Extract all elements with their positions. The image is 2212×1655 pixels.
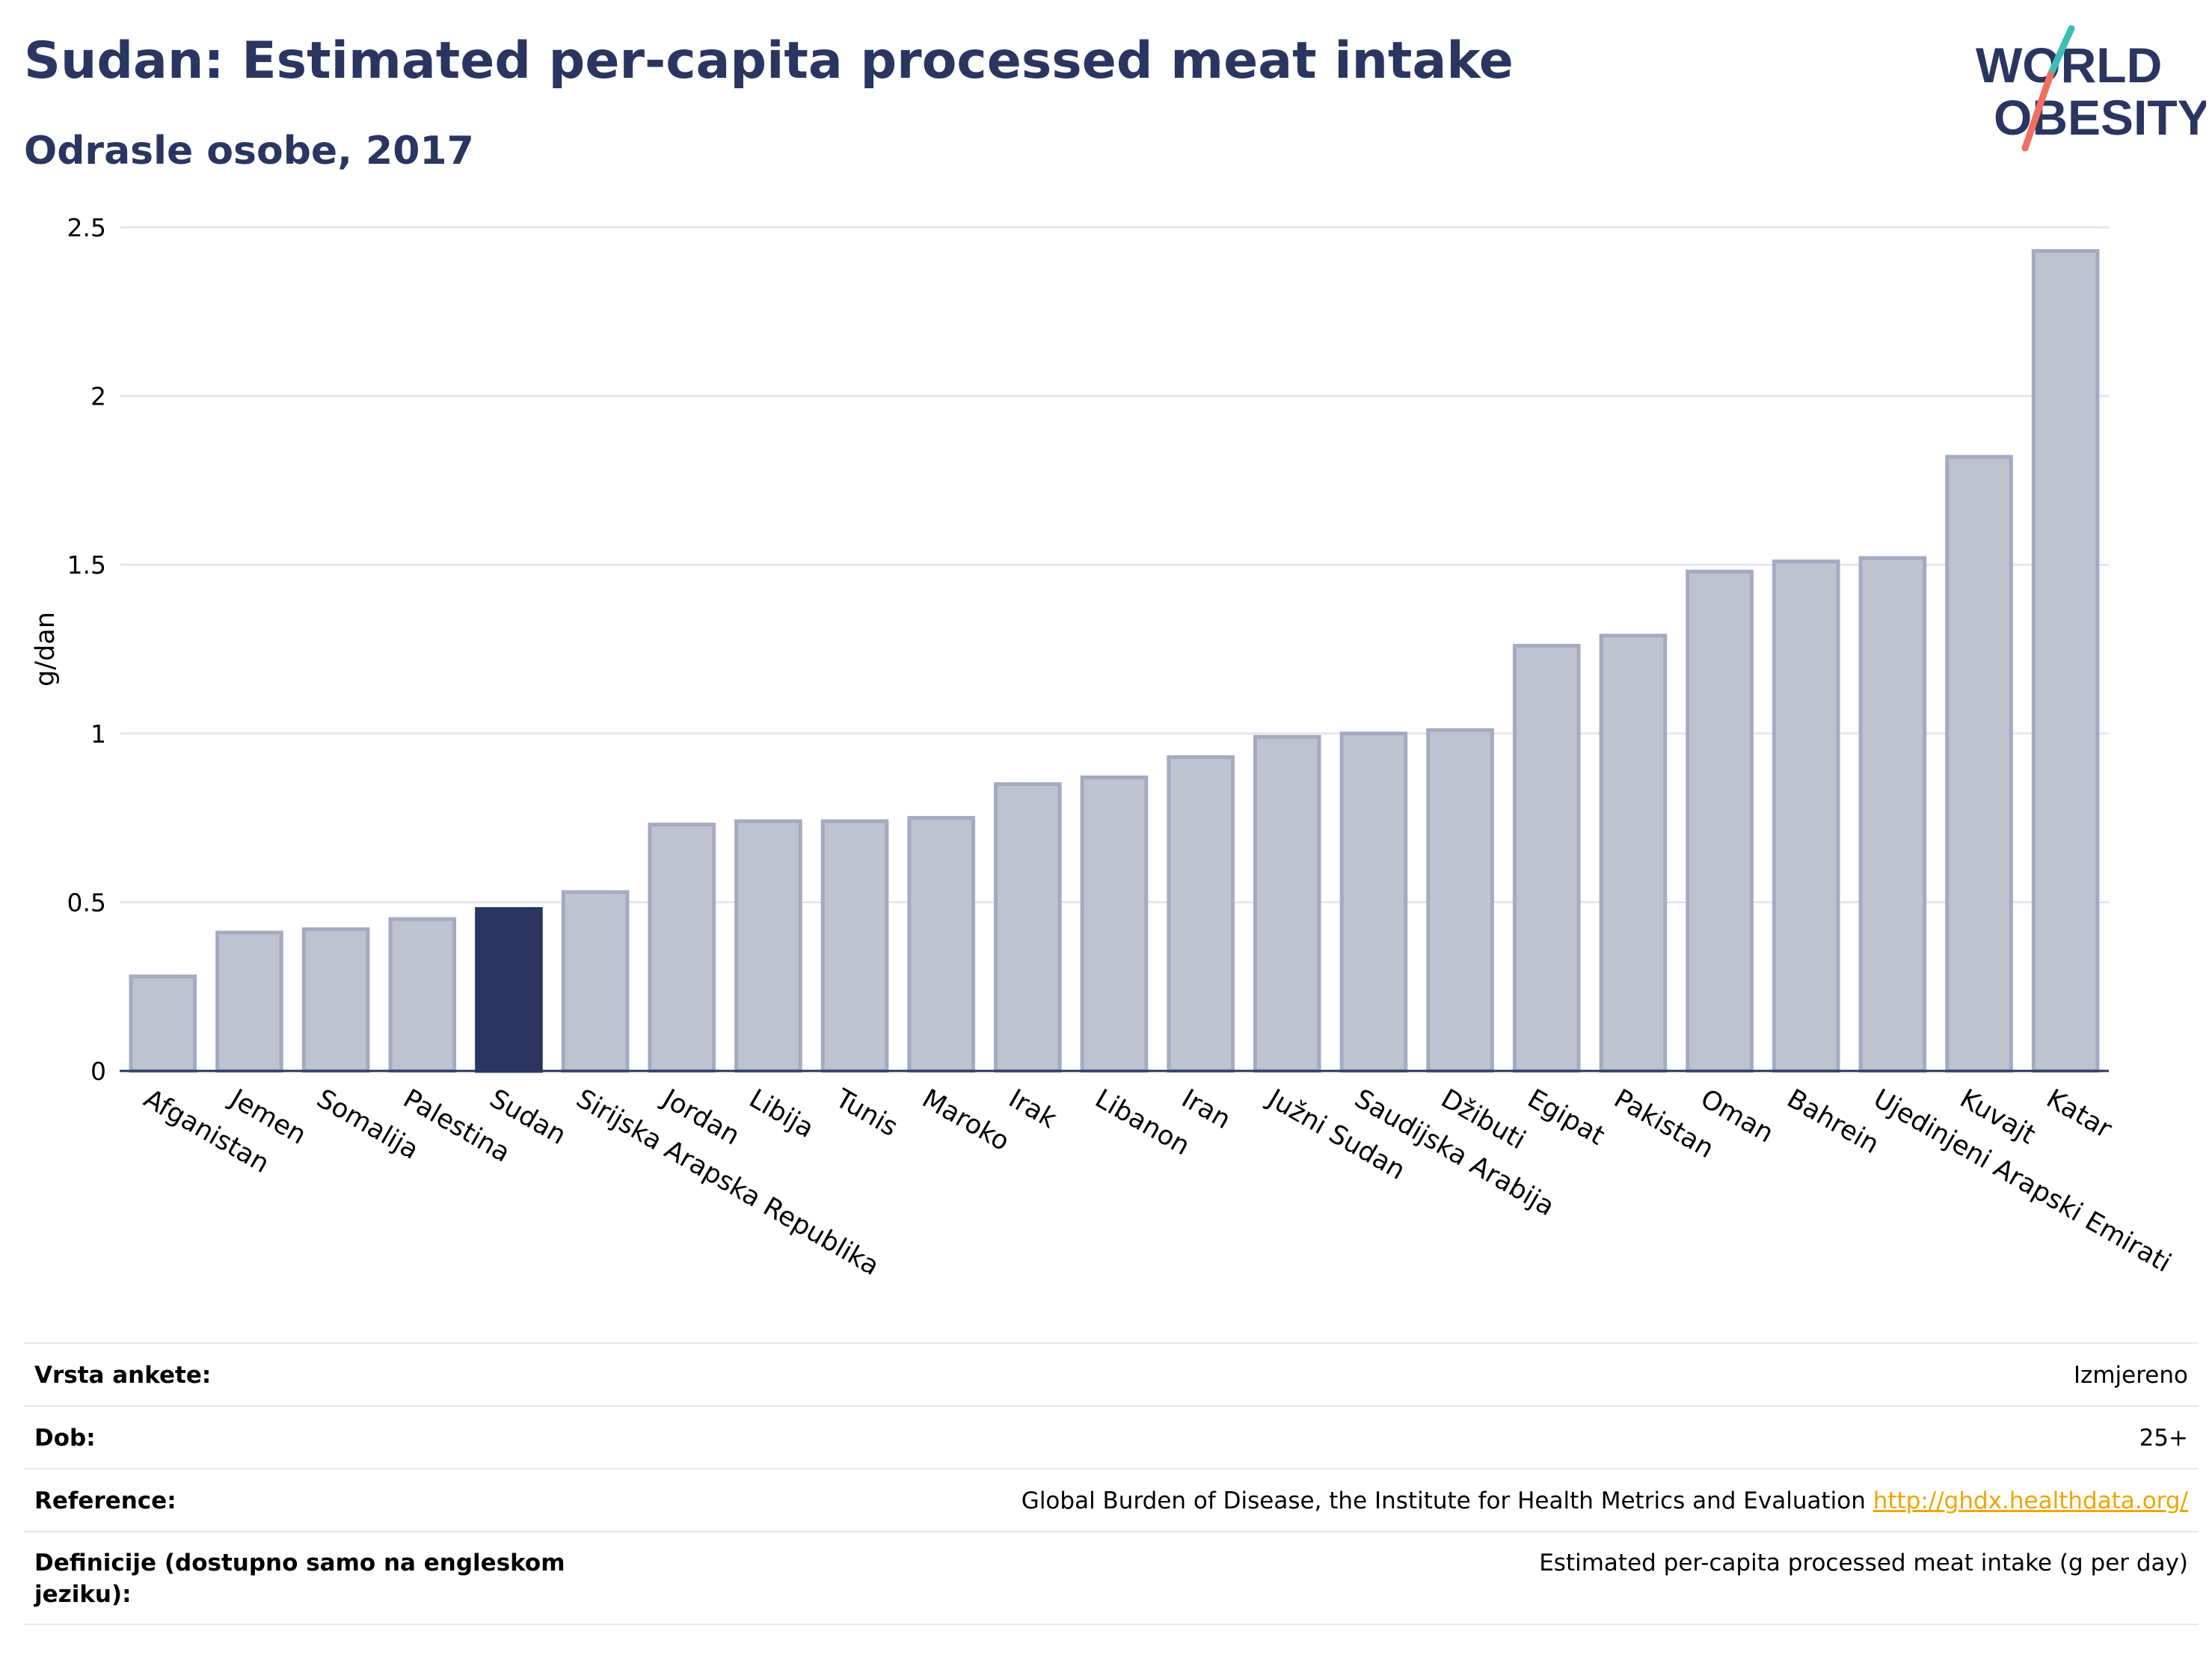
bar-libija[interactable]	[734, 819, 802, 1073]
bar-irak[interactable]	[994, 782, 1062, 1073]
x-tick-label: Bahrein	[1782, 1084, 1884, 1160]
bar-katar[interactable]	[2031, 249, 2100, 1073]
bar-libanon[interactable]	[1080, 775, 1149, 1073]
info-label: Vrsta ankete:	[34, 1362, 212, 1389]
info-row: Vrsta ankete: Izmjereno	[24, 1342, 2199, 1405]
bar-jordan[interactable]	[648, 823, 716, 1073]
info-value-text: 25+	[2139, 1425, 2188, 1452]
world-obesity-logo-graphic: WORLD OBESITY	[1976, 25, 2211, 152]
bar-afganistan[interactable]	[129, 974, 197, 1073]
y-tick-label: 1.5	[67, 550, 106, 580]
y-tick-label: 0.5	[67, 888, 106, 917]
x-tick-label: Tunis	[830, 1084, 903, 1143]
bar-pakistan[interactable]	[1599, 633, 1668, 1073]
x-tick-label: Libija	[744, 1084, 819, 1144]
info-table: Vrsta ankete: Izmjereno Dob: 25+ Reference: G…	[24, 1342, 2199, 1625]
bar-sudan[interactable]	[475, 906, 543, 1073]
logo-slash-teal	[2047, 25, 2075, 79]
x-tick-label: Ujedinjeni Arapski Emirati	[1868, 1084, 2175, 1279]
x-tick-label: Libanon	[1090, 1084, 1195, 1161]
world-obesity-logo[interactable]: WORLD OBESITY	[1959, 22, 2211, 157]
bar-južni-sudan[interactable]	[1253, 734, 1321, 1073]
y-tick-label: 0	[90, 1057, 106, 1086]
info-label: Dob:	[34, 1425, 96, 1452]
bar-bahrein[interactable]	[1772, 559, 1840, 1073]
bar-sirijska-arapska-republika[interactable]	[561, 890, 630, 1073]
bar-maroko[interactable]	[907, 816, 975, 1073]
bar-ujedinjeni-arapski-emirati[interactable]	[1858, 556, 1927, 1073]
y-tick-labels: 0 0.5 1 1.5 2 2.5	[67, 213, 106, 1086]
info-label: Definicije (dostupno samo na engleskom j…	[34, 1550, 565, 1608]
y-tick-label: 2.5	[67, 213, 106, 242]
info-value: Estimated per-capita processed meat inta…	[1529, 1547, 2199, 1579]
x-tick-label: Irak	[1004, 1084, 1062, 1134]
x-tick-label: Egipat	[1523, 1084, 1610, 1151]
info-label: Reference:	[34, 1487, 176, 1514]
bar-iran[interactable]	[1167, 755, 1235, 1073]
bar-somalija[interactable]	[301, 927, 370, 1073]
bars	[120, 249, 2109, 1073]
info-row: Dob: 25+	[24, 1405, 2199, 1468]
y-tick-label: 2	[90, 382, 106, 411]
bar-egipat[interactable]	[1512, 643, 1581, 1073]
y-tick-label: 1	[90, 719, 106, 749]
info-value-text: Izmjereno	[2073, 1362, 2188, 1389]
y-axis-label: g/dan	[31, 612, 61, 687]
x-tick-label: Sirijska Arapska Republika	[571, 1084, 885, 1282]
info-row: Reference: Global Burden of Disease, the …	[24, 1468, 2199, 1531]
logo-slash-coral	[2021, 71, 2054, 152]
info-value: Izmjereno	[2063, 1360, 2199, 1391]
info-value: Global Burden of Disease, the Institute …	[1011, 1485, 2199, 1517]
info-row: Definicije (dostupno samo na engleskom j…	[24, 1531, 2199, 1625]
bar-džibuti[interactable]	[1426, 728, 1494, 1073]
x-tick-label: Iran	[1176, 1084, 1235, 1135]
logo-line1: WORLD	[1976, 37, 2162, 93]
x-tick-label: Katar	[2042, 1084, 2117, 1145]
reference-link[interactable]: http://ghdx.healthdata.org/	[1872, 1487, 2188, 1514]
info-value-text: Estimated per-capita processed meat inta…	[1539, 1550, 2188, 1576]
bar-palestina[interactable]	[388, 917, 457, 1073]
chart-subtitle: Odrasle osobe, 2017	[24, 129, 474, 174]
bar-saudijska-arabija[interactable]	[1339, 731, 1408, 1073]
bar-kuvajt[interactable]	[1945, 455, 2013, 1073]
info-value-text: Global Burden of Disease, the Institute …	[1021, 1487, 1866, 1514]
info-value: 25+	[2129, 1422, 2199, 1454]
bar-jemen[interactable]	[215, 930, 283, 1073]
bar-oman[interactable]	[1686, 569, 1754, 1073]
x-tick-label: Pakistan	[1609, 1084, 1718, 1164]
bar-tunis[interactable]	[820, 819, 889, 1073]
x-tick-label: Maroko	[917, 1084, 1014, 1157]
chart-title: Sudan: Estimated per-capita processed me…	[24, 31, 1514, 90]
